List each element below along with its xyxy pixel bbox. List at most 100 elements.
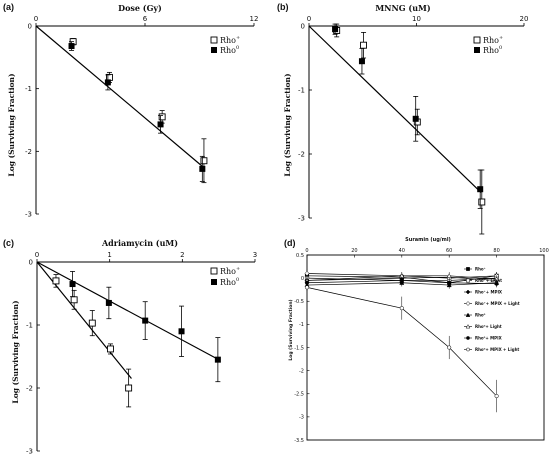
- legend-d-marker: [466, 347, 470, 352]
- legend-d-label: Rho⁰+ MPIX + Light: [475, 347, 519, 352]
- legend-d-label: Rho⁰+ MPIX: [475, 336, 502, 341]
- a-y-tick-label: -2: [25, 148, 32, 156]
- legend-a-rho-plus: Rho+: [220, 35, 240, 45]
- b-point-rho-zero: [477, 186, 484, 193]
- c-x-tick-label: 0: [35, 251, 39, 259]
- panel-label-c: (c): [3, 238, 14, 248]
- a-x-tick-label: 6: [143, 15, 148, 23]
- legend-d: Rho⁺ Rho⁺+ Light Rho⁺+ MPIX Rho⁺+ MPIX + Li…: [464, 267, 520, 352]
- d-series-line: [306, 273, 497, 279]
- d-y-tick-label: -3.5: [294, 438, 304, 444]
- d-x-tick-label: 40: [399, 248, 405, 254]
- title-b: MNNG (uM): [375, 3, 431, 13]
- b-y-tick-label: -2: [298, 151, 305, 159]
- d-y-tick-label: -0.5: [294, 299, 304, 305]
- c-y-tick-label: -2: [26, 385, 33, 393]
- legend-b: Rho+ Rho0: [473, 35, 503, 55]
- legend-c-rho-plus: Rho+: [220, 266, 240, 276]
- legend-a: Rho+ Rho0: [210, 35, 240, 55]
- a-fit-line: [35, 25, 204, 168]
- legend-c-rho-plus-marker: [210, 267, 218, 275]
- panel-label-d: (d): [284, 238, 296, 248]
- b-y-tick-label: 0: [301, 23, 305, 31]
- d-x-tick-label: 20: [351, 248, 357, 254]
- d-y-tick-label: -1.5: [294, 345, 304, 351]
- c-point-rho-plus: [52, 277, 60, 285]
- d-y-tick-label: -1: [299, 322, 304, 328]
- b-x-tick-label: 0: [307, 15, 311, 23]
- d-point: [304, 285, 310, 290]
- d-y-tick-label: 0.5: [296, 253, 304, 259]
- d-point: [399, 306, 404, 311]
- c-point-rho-plus: [125, 384, 133, 392]
- legend-d-marker: [465, 289, 471, 295]
- c-y-tick-label: -1: [26, 322, 33, 330]
- legend-b-rho-plus: Rho+: [483, 35, 503, 45]
- title-a: Dose (Gy): [118, 3, 162, 13]
- c-x-tick-label: 1: [107, 251, 111, 259]
- chart-panel-c: 0 1 2 3 0 -1 -2 -3: [26, 251, 257, 454]
- legend-a-rho-plus-marker: [210, 36, 218, 44]
- legend-a-rho-zero: Rho0: [220, 45, 239, 55]
- legend-a-rho-zero-marker: [211, 47, 217, 53]
- a-point-rho-zero: [157, 121, 164, 128]
- d-x-tick-label: 0: [305, 248, 308, 254]
- c-point-rho-zero: [69, 281, 76, 288]
- b-point-rho-plus: [360, 41, 367, 49]
- d-series-line: [306, 276, 497, 281]
- ylabel-a: Log (Surviving Fraction): [7, 73, 16, 176]
- b-x-tick-label: 10: [412, 15, 421, 23]
- d-y-tick-label: -3: [299, 415, 304, 421]
- d-point: [446, 273, 452, 278]
- title-c: Adriamycin (uM): [101, 238, 178, 248]
- d-x-tick-label: 80: [493, 248, 499, 254]
- a-y-tick-label: -3: [25, 211, 32, 219]
- legend-b-rho-zero: Rho0: [483, 45, 502, 55]
- a-x-tick-label: 0: [34, 15, 38, 23]
- legend-d-label: Rho⁺+ MPIX + Light: [475, 301, 520, 306]
- d-y-tick-label: 0: [301, 276, 304, 282]
- legend-d-label: Rho⁺+ MPIX: [475, 290, 502, 295]
- c-fit-line: [36, 261, 132, 379]
- c-point-rho-plus: [88, 319, 96, 327]
- d-x-tick-label: 100: [539, 248, 549, 254]
- panel-label-a: (a): [3, 2, 14, 12]
- d-series-line: [306, 287, 497, 397]
- chart-panel-b: 0 10 20 0 -1 -2 -3: [298, 15, 529, 235]
- c-x-tick-label: 2: [180, 251, 184, 259]
- a-point-rho-plus: [158, 113, 166, 121]
- b-fit-line: [308, 25, 482, 193]
- chart-panel-a: 0 6 12 0 -1 -2 -3: [25, 15, 258, 219]
- a-y-tick-label: -1: [25, 85, 32, 93]
- legend-d-label: Rho⁰+ Light: [475, 324, 502, 329]
- ylabel-b: Log (Surviving Fraction): [283, 73, 292, 176]
- d-y-tick-label: -2: [299, 368, 304, 374]
- d-series-line: [306, 282, 497, 286]
- d-point: [494, 281, 499, 286]
- d-point: [494, 394, 499, 399]
- d-point: [447, 280, 452, 285]
- legend-d-marker: [466, 278, 470, 283]
- b-point-rho-plus: [478, 198, 486, 206]
- c-point-rho-plus: [107, 345, 114, 353]
- a-x-tick-label: 12: [250, 15, 259, 23]
- legend-d-label: Rho⁰: [475, 313, 486, 318]
- c-point-rho-zero: [105, 299, 112, 306]
- b-x-tick-label: 20: [520, 15, 529, 23]
- b-y-tick-label: -3: [298, 215, 305, 223]
- d-x-tick-label: 60: [446, 248, 452, 254]
- d-series-line: [306, 275, 497, 281]
- legend-d-label: Rho⁺: [475, 267, 486, 272]
- d-point: [399, 278, 404, 283]
- b-point-rho-zero: [412, 115, 419, 122]
- legend-d-marker: [465, 324, 471, 329]
- legend-d-marker: [465, 312, 471, 317]
- d-point: [447, 345, 452, 350]
- a-point-rho-zero: [104, 79, 111, 86]
- c-y-tick-label: -3: [26, 448, 33, 454]
- c-point-rho-zero: [214, 356, 221, 363]
- b-point-rho-zero: [358, 58, 365, 65]
- legend-d-marker: [466, 267, 470, 271]
